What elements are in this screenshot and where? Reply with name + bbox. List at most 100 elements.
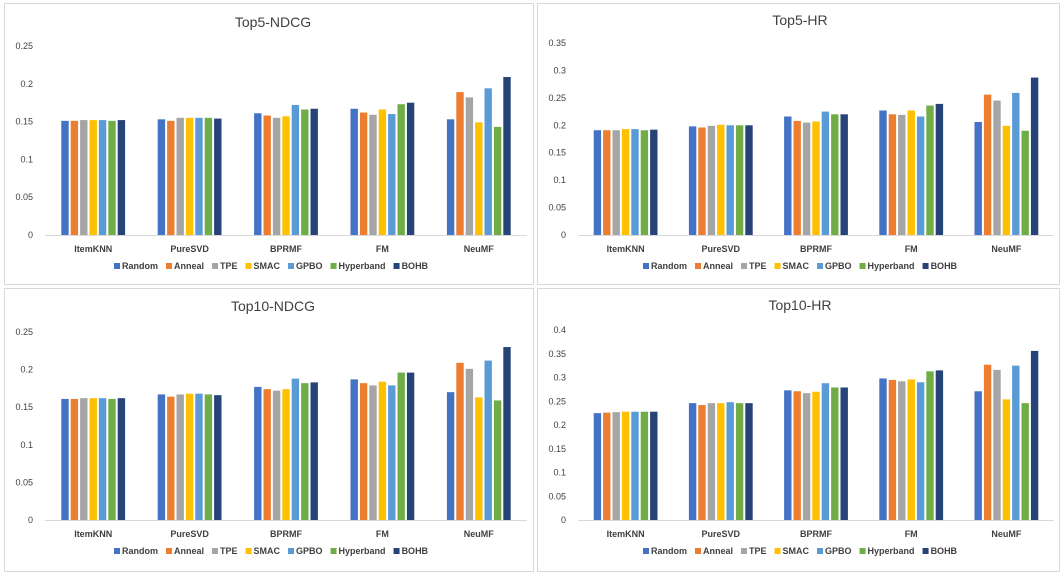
y-tick-label: 0.15 [548, 148, 566, 158]
bar-anneal-neumf [456, 362, 464, 520]
bar-random-bprmf [254, 386, 262, 520]
bar-gpbo-bprmf [291, 378, 300, 520]
bar-random-neumf [446, 119, 455, 235]
bar-gpbo-fm [916, 116, 925, 235]
bar-hyperband-puresvd [735, 403, 744, 520]
x-category-label: NeuMF [991, 244, 1021, 254]
bar-hyperband-puresvd [204, 394, 213, 520]
bar-smac-bprmf [282, 116, 290, 235]
bar-bohb-neumf [503, 347, 511, 520]
chart-top10-ndcg: Top10-NDCG 0 0.05 0.1 0.15 0.2 0.25 ItemKNN Pure… [15, 298, 527, 556]
bar-anneal-itemknn [70, 398, 79, 520]
bar-gpbo-bprmf [291, 104, 300, 235]
bar-random-puresvd [688, 126, 697, 235]
bar-gpbo-itemknn [631, 411, 639, 520]
bar-anneal-itemknn [603, 130, 611, 235]
bar-anneal-fm [888, 379, 897, 521]
bar-bohb-puresvd [214, 395, 222, 520]
x-category-label: PureSVD [702, 244, 741, 254]
y-tick-label: 0.05 [548, 491, 566, 501]
legend-label-gpbo: GPBO [296, 261, 323, 271]
x-category-label: PureSVD [702, 529, 741, 539]
legend-swatch-bohb [393, 263, 400, 269]
chart-title: Top5-HR [772, 12, 827, 28]
bar-hyperband-neumf [493, 400, 502, 520]
bar-bohb-fm [406, 102, 415, 235]
chart-panel-top5-ndcg: Top5-NDCG 0 0.05 0.1 0.15 0.2 0.25 ItemKNN PureS… [4, 3, 534, 285]
chart-title: Top10-NDCG [231, 298, 315, 314]
bar-hyperband-puresvd [735, 125, 744, 235]
legend-label-tpe: TPE [220, 546, 238, 556]
bar-random-puresvd [157, 394, 166, 520]
x-category-label: PureSVD [170, 529, 209, 539]
bar-tpe-fm [369, 385, 377, 520]
bar-random-itemknn [593, 130, 602, 235]
bar-tpe-bprmf [802, 393, 811, 520]
bar-gpbo-neumf [1012, 92, 1020, 235]
legend-label-gpbo: GPBO [825, 261, 852, 271]
legend-label-anneal: Anneal [703, 546, 733, 556]
bar-anneal-puresvd [167, 396, 175, 520]
bar-smac-itemknn [89, 398, 97, 520]
bar-gpbo-fm [388, 385, 396, 520]
legend-label-hyperband: Hyperband [339, 546, 386, 556]
bar-anneal-fm [359, 112, 368, 235]
x-category-label: BPRMF [270, 244, 302, 254]
y-tick-label: 0 [28, 230, 33, 240]
legend-swatch-random [114, 263, 120, 269]
bar-smac-fm [907, 379, 915, 520]
bar-smac-itemknn [89, 120, 97, 235]
legend-swatch-anneal [695, 263, 701, 269]
x-category-label: ItemKNN [74, 244, 112, 254]
bar-gpbo-itemknn [98, 398, 107, 520]
legend-swatch-random [643, 548, 649, 554]
bar-gpbo-puresvd [195, 393, 203, 520]
legend-swatch-smac [774, 548, 781, 554]
chart-top10-hr: Top10-HR 0 0.05 0.1 0.15 0.2 0.25 0.3 0.35 0.4 Ite… [548, 297, 1054, 556]
legend-label-hyperband: Hyperband [868, 261, 915, 271]
bar-gpbo-fm [916, 382, 925, 520]
bar-smac-neumf [475, 122, 483, 235]
legend-label-smac: SMAC [254, 261, 281, 271]
bar-bohb-itemknn [650, 129, 658, 235]
chart-top5-hr: Top5-HR 0 0.05 0.1 0.15 0.2 0.25 0.3 0.35 ItemKNN… [548, 12, 1054, 271]
x-category-label: ItemKNN [607, 244, 645, 254]
legend-label-gpbo: GPBO [825, 546, 852, 556]
bar-anneal-bprmf [263, 115, 271, 235]
bar-anneal-fm [359, 383, 368, 520]
bar-tpe-neumf [993, 100, 1001, 235]
bar-tpe-bprmf [802, 122, 811, 235]
bar-random-puresvd [157, 119, 166, 235]
y-tick-label: 0.2 [20, 79, 33, 89]
x-category-label: BPRMF [270, 529, 302, 539]
legend-swatch-anneal [166, 263, 172, 269]
bar-anneal-bprmf [793, 120, 801, 235]
y-tick-label: 0.05 [548, 203, 566, 213]
bar-random-itemknn [61, 120, 69, 235]
legend-swatch-gpbo [817, 263, 824, 269]
bar-bohb-fm [406, 372, 415, 520]
y-tick-label: 0.35 [548, 38, 566, 48]
x-category-label: NeuMF [464, 529, 494, 539]
legend-label-random: Random [651, 261, 687, 271]
y-tick-label: 0.25 [15, 41, 33, 51]
legend-label-hyperband: Hyperband [339, 261, 386, 271]
legend-swatch-bohb [922, 548, 929, 554]
bar-tpe-bprmf [272, 117, 281, 235]
legend-swatch-hyperband [330, 548, 337, 554]
bar-bohb-neumf [503, 77, 511, 235]
bar-hyperband-fm [926, 105, 934, 235]
bar-bohb-puresvd [745, 403, 753, 520]
legend-label-anneal: Anneal [174, 261, 204, 271]
legend-swatch-bohb [393, 548, 400, 554]
legend-swatch-anneal [695, 548, 701, 554]
bar-gpbo-itemknn [98, 120, 107, 235]
legend-swatch-gpbo [817, 548, 824, 554]
legend-swatch-tpe [212, 548, 219, 554]
legend-swatch-bohb [922, 263, 929, 269]
y-tick-label: 0.35 [548, 349, 566, 359]
y-tick-label: 0.1 [553, 175, 566, 185]
legend-label-smac: SMAC [783, 261, 810, 271]
chart-panel-top5-hr: Top5-HR 0 0.05 0.1 0.15 0.2 0.25 0.3 0.35 ItemKNN… [537, 3, 1060, 285]
legend-swatch-tpe [741, 548, 748, 554]
